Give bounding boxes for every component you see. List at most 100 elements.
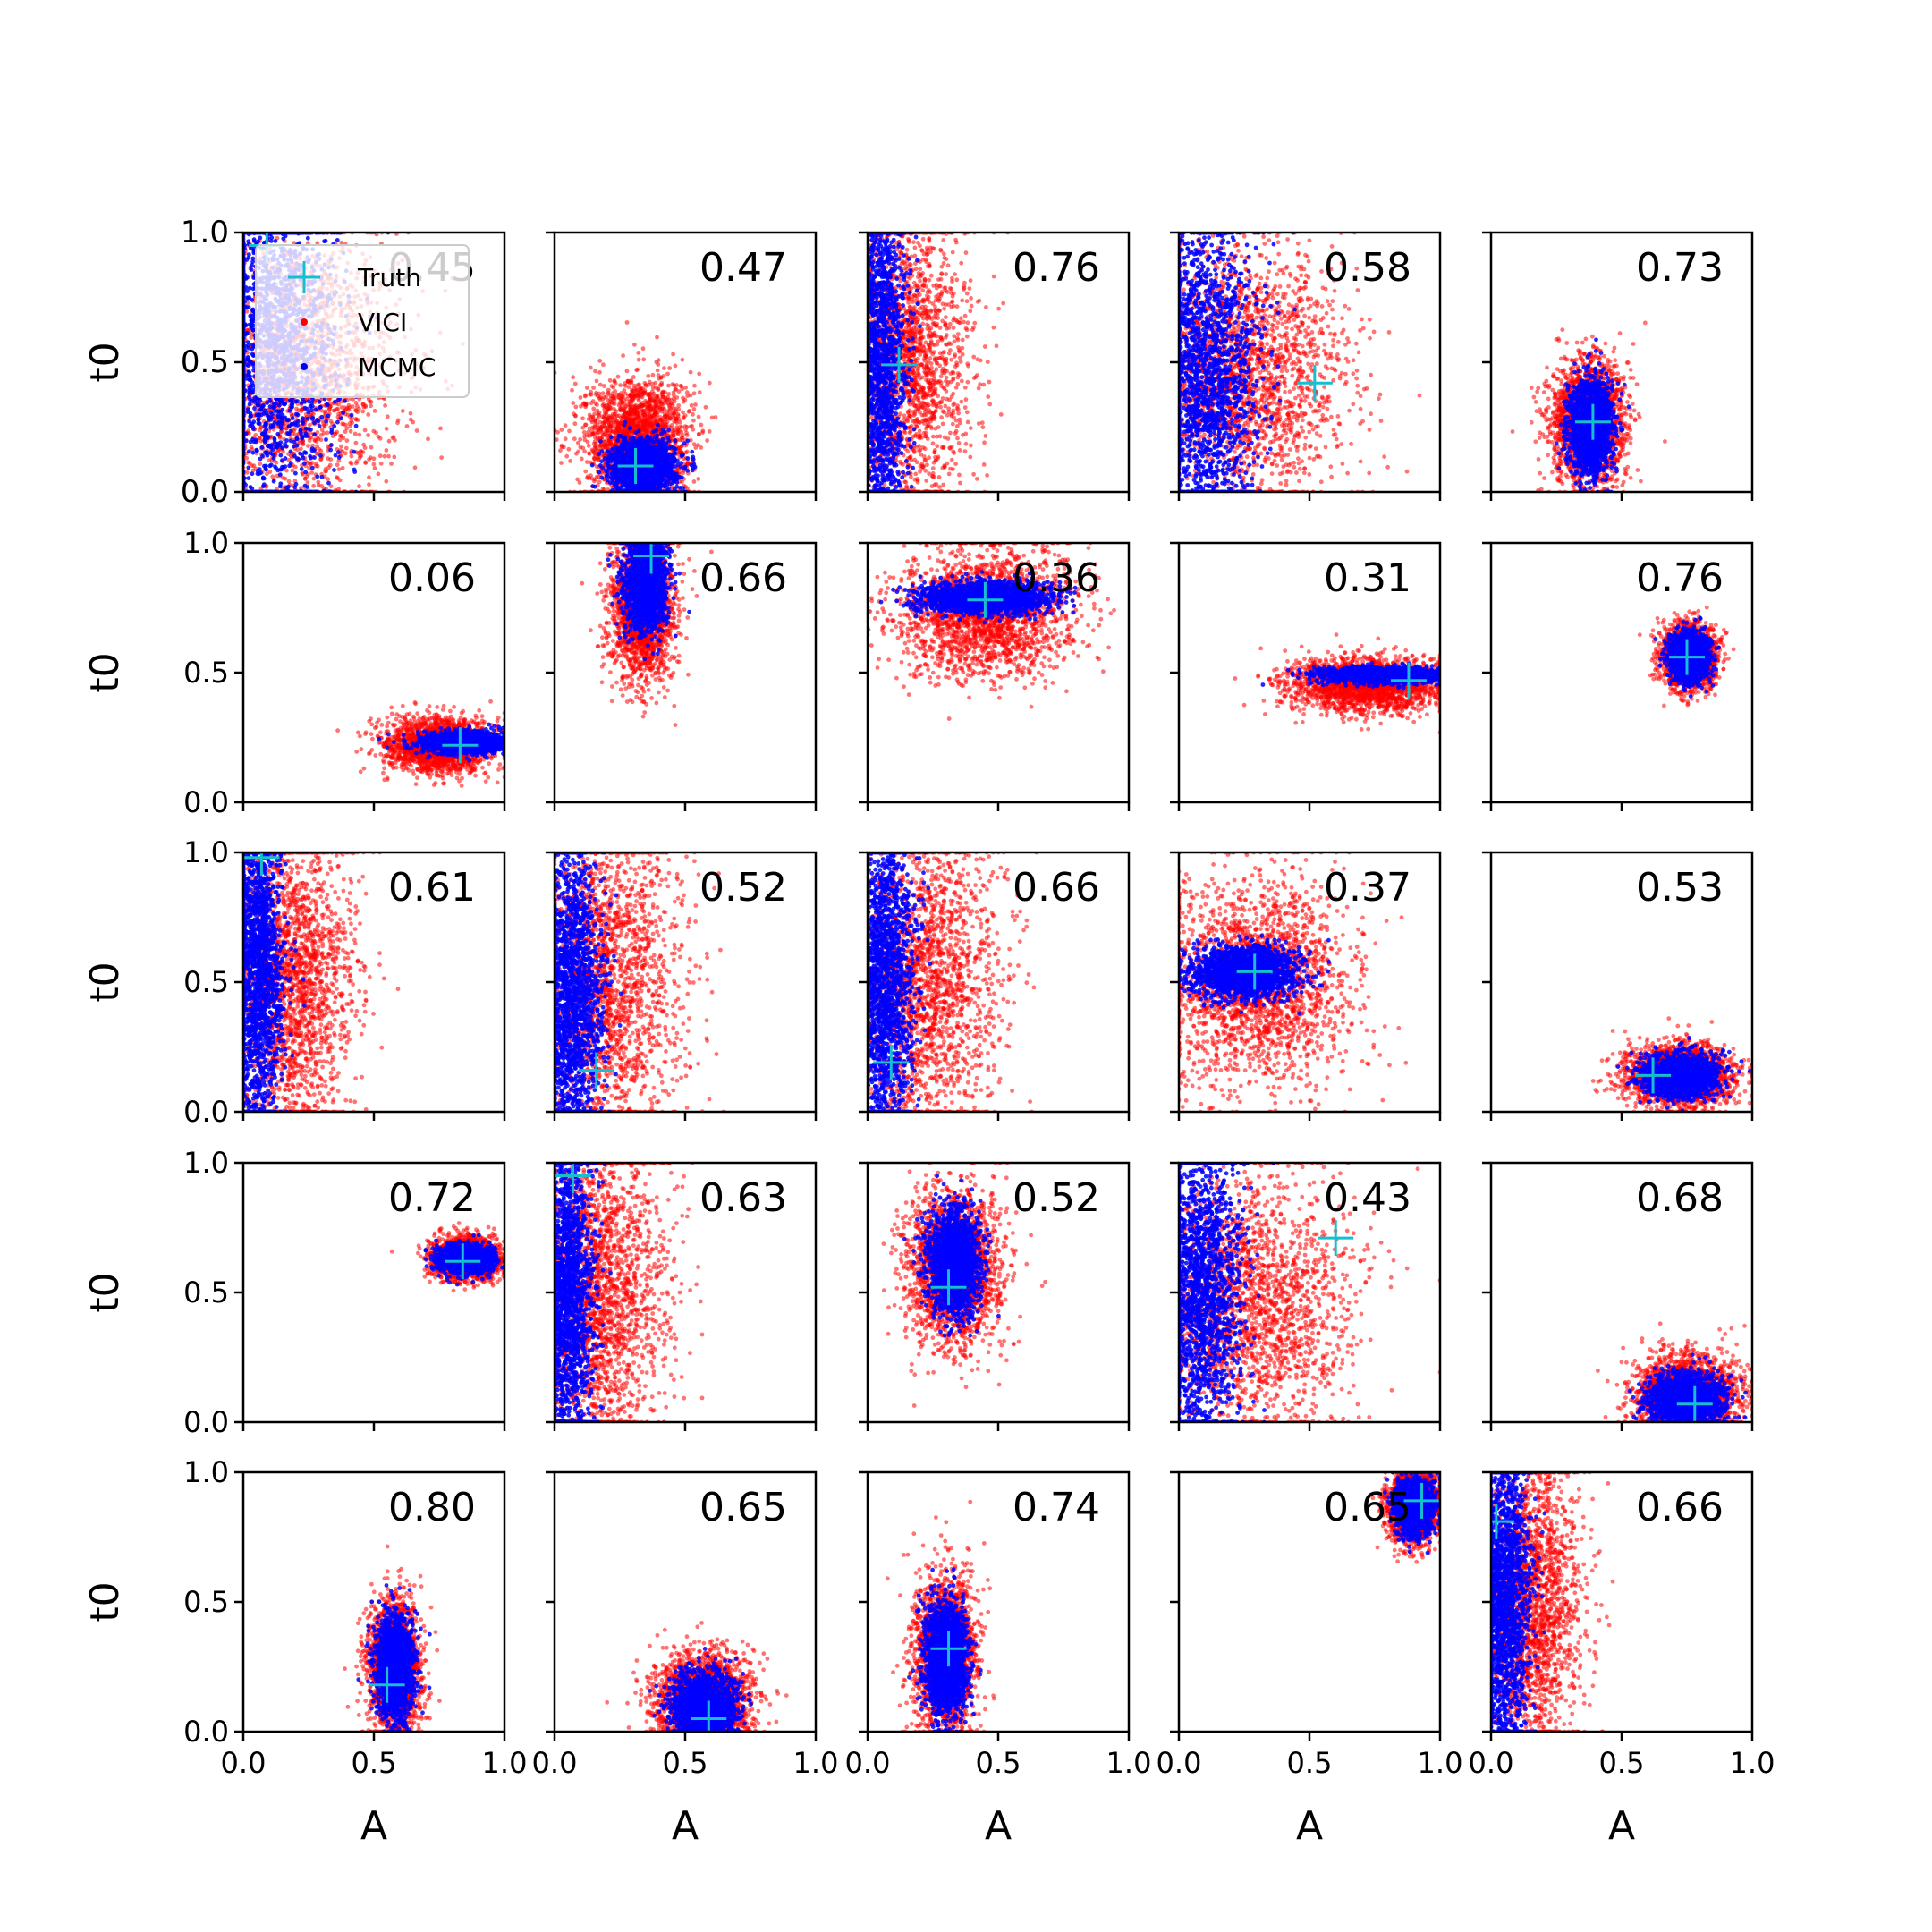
mcmc-points-point bbox=[314, 408, 318, 412]
mcmc-points-point bbox=[263, 430, 267, 435]
mcmc-points-point bbox=[275, 445, 279, 450]
mcmc-points-point bbox=[310, 416, 315, 420]
vici-points-point bbox=[369, 455, 373, 460]
mcmc-points-point bbox=[334, 453, 338, 458]
mcmc-points-point bbox=[251, 324, 256, 328]
vici-points-point bbox=[379, 462, 384, 466]
vici-points-point bbox=[363, 461, 368, 465]
vici-points-point bbox=[328, 457, 333, 462]
vici-points-point bbox=[246, 461, 250, 465]
y-tick-label: 1.0 bbox=[181, 215, 229, 250]
mcmc-points-point bbox=[261, 476, 266, 480]
vici-points-point bbox=[385, 427, 389, 431]
mcmc-points-point bbox=[250, 257, 255, 261]
mcmc-points-point bbox=[289, 439, 293, 444]
vici-points-point bbox=[692, 407, 697, 411]
vici-points-point bbox=[323, 425, 327, 429]
mcmc-points-point bbox=[250, 343, 255, 347]
vici-points-point bbox=[580, 457, 584, 462]
vici-points-point bbox=[284, 469, 289, 473]
vici-points-point bbox=[361, 450, 366, 454]
mcmc-points-point bbox=[278, 453, 283, 458]
mcmc-points-point bbox=[329, 430, 334, 435]
mcmc-points-point bbox=[280, 467, 284, 471]
vici-points-point bbox=[324, 467, 328, 471]
mcmc-points-point bbox=[296, 457, 301, 462]
mcmc-points-point bbox=[310, 466, 315, 470]
vici-points-point bbox=[342, 422, 346, 427]
mcmc-points-point bbox=[256, 402, 260, 407]
vici-points-point bbox=[393, 438, 397, 443]
vici-points-point bbox=[355, 404, 360, 409]
vici-points-point bbox=[341, 449, 345, 453]
vici-points-point bbox=[338, 438, 343, 443]
mcmc-points-point bbox=[250, 399, 255, 403]
vici-points-point bbox=[693, 402, 698, 407]
mcmc-points-point bbox=[301, 456, 306, 461]
mcmc-points-point bbox=[309, 428, 313, 432]
mcmc-points-point bbox=[277, 403, 282, 408]
mcmc-points-point bbox=[246, 407, 250, 411]
mcmc-points-point bbox=[264, 423, 268, 428]
vici-points-point bbox=[438, 427, 443, 431]
mcmc-points-point bbox=[260, 445, 265, 450]
vici-points-point bbox=[299, 409, 303, 413]
vici-points-point bbox=[680, 479, 684, 484]
mcmc-points-point bbox=[335, 420, 340, 425]
mcmc-points-point bbox=[285, 419, 290, 423]
mcmc-points-point bbox=[250, 267, 254, 272]
vici-points-point bbox=[566, 447, 571, 452]
legend-dot-marker bbox=[301, 363, 308, 370]
vici-points-point bbox=[665, 372, 670, 377]
mcmc-points-point bbox=[284, 438, 289, 443]
vici-points-point bbox=[344, 446, 349, 451]
vici-points-point bbox=[405, 424, 410, 428]
mcmc-points-point bbox=[270, 447, 275, 452]
mcmc-points-point bbox=[287, 463, 292, 468]
mcmc-points-point bbox=[274, 466, 278, 470]
mcmc-points-point bbox=[324, 419, 328, 424]
vici-points-point bbox=[335, 462, 340, 467]
vici-points-point bbox=[354, 441, 359, 445]
mcmc-points-point bbox=[252, 406, 257, 411]
panel-0-1: 0.47 bbox=[546, 233, 816, 501]
vici-points-point bbox=[621, 353, 625, 358]
vici-points-point bbox=[245, 470, 250, 475]
mcmc-points-point bbox=[255, 413, 259, 418]
mcmc-points-point bbox=[261, 484, 266, 488]
mcmc-points-point bbox=[303, 406, 308, 411]
vici-points-point bbox=[340, 405, 344, 410]
mcmc-points-point bbox=[303, 484, 308, 488]
mcmc-points-point bbox=[332, 468, 336, 472]
mcmc-points-point bbox=[263, 440, 267, 445]
legend-label: MCMC bbox=[358, 352, 436, 382]
vici-points-point bbox=[311, 484, 316, 488]
vici-points-point bbox=[306, 444, 310, 448]
mcmc-points-point bbox=[248, 377, 252, 382]
vici-points-point bbox=[347, 408, 352, 412]
vici-points-point bbox=[682, 415, 686, 419]
mcmc-points-point bbox=[306, 236, 310, 241]
vici-points-point bbox=[383, 403, 387, 408]
vici-points-point bbox=[385, 448, 389, 453]
vici-points-point bbox=[258, 462, 262, 466]
mcmc-points-point bbox=[251, 328, 256, 333]
vici-points-point bbox=[347, 403, 352, 408]
mcmc-points-point bbox=[257, 471, 261, 476]
mcmc-points-point bbox=[312, 455, 317, 460]
mcmc-points-point bbox=[254, 448, 258, 453]
mcmc-points-point bbox=[329, 443, 334, 447]
vici-points-point bbox=[348, 425, 352, 429]
mcmc-points-point bbox=[244, 432, 249, 436]
mcmc-points-point bbox=[332, 424, 336, 428]
vici-points-point bbox=[293, 465, 298, 470]
mcmc-points-point bbox=[324, 437, 328, 442]
vici-points-point bbox=[361, 443, 366, 447]
mcmc-points-point bbox=[258, 467, 262, 471]
mcmc-points-point bbox=[291, 416, 295, 420]
legend-label: VICI bbox=[358, 308, 407, 337]
mcmc-points-point bbox=[267, 464, 272, 469]
vici-points-point bbox=[350, 462, 354, 466]
vici-points-point bbox=[560, 428, 564, 432]
